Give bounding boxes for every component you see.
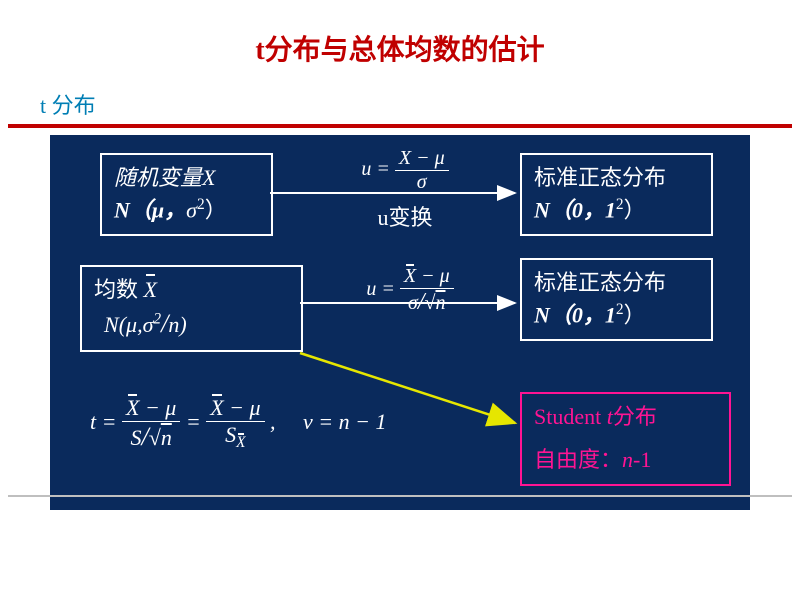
label: = — [381, 278, 395, 300]
label: 分布 — [613, 404, 657, 429]
label: = — [376, 158, 390, 180]
label: √ — [425, 292, 436, 314]
xbar-symbol: X — [236, 434, 245, 452]
label: ( — [119, 312, 126, 337]
label: 标准正态分布 — [534, 268, 699, 299]
label: − μ — [224, 395, 261, 420]
label: σ — [186, 197, 197, 222]
label: n — [436, 292, 446, 314]
label: / — [418, 289, 425, 315]
label: ) — [179, 312, 186, 337]
label: N — [104, 312, 119, 337]
section-subtitle: t 分布 — [0, 88, 800, 120]
label: 标准正态分布 — [534, 163, 699, 194]
diagram-panel: 随机变量X N（μ，σ2） 均数 X N(μ,σ2/n) 标准正态分布 N（0，… — [50, 135, 750, 510]
page-title: t分布与总体均数的估计 — [0, 0, 800, 68]
label: = — [102, 409, 117, 434]
divider-red — [8, 124, 792, 128]
label: , — [270, 409, 276, 434]
box-random-variable: 随机变量X N（μ，σ2） — [100, 153, 273, 236]
label: 2 — [616, 301, 624, 318]
xbar-symbol: X — [126, 395, 139, 421]
label: -1 — [633, 447, 651, 472]
label: N（0，1 — [534, 197, 616, 222]
label: S — [131, 425, 142, 450]
label: / — [142, 422, 149, 451]
label: N（μ， — [114, 197, 186, 222]
box-standard-normal-2: 标准正态分布 N（0，12） — [520, 258, 713, 341]
label: 自由度： — [534, 447, 622, 472]
label: n — [161, 425, 172, 450]
label: = — [186, 409, 201, 434]
label: t — [90, 409, 96, 434]
label: √ — [149, 425, 161, 450]
label: 随机变量X — [114, 165, 215, 190]
label: ） — [205, 197, 227, 222]
label: σ — [408, 292, 418, 314]
xbar-symbol: X — [404, 265, 416, 288]
label: N（0，1 — [534, 302, 616, 327]
label: − μ — [416, 265, 450, 287]
formula-u-transform: u = X − μ σ u变换 — [320, 147, 490, 232]
label: μ — [126, 312, 137, 337]
label: u — [366, 278, 376, 300]
label: σ — [395, 171, 449, 194]
label: u变换 — [320, 200, 490, 232]
label: σ — [143, 312, 154, 337]
xbar-symbol: X — [144, 275, 157, 306]
box-sample-mean: 均数 X N(μ,σ2/n) — [80, 265, 303, 352]
label: Student — [534, 404, 607, 429]
label: 均数 — [94, 277, 144, 302]
box-standard-normal-1: 标准正态分布 N（0，12） — [520, 153, 713, 236]
label: S — [225, 422, 236, 447]
label: ） — [624, 302, 646, 327]
label: − μ — [139, 395, 176, 420]
divider-grey — [8, 495, 792, 497]
label: u — [361, 158, 371, 180]
label: 2 — [197, 196, 205, 213]
xbar-symbol: X — [210, 395, 223, 421]
label: X − μ — [395, 147, 449, 171]
label: v — [303, 409, 313, 434]
formula-u-xbar: u = X − μ σ/√n — [330, 265, 490, 316]
box-student-t: Student t分布 自由度：n-1 — [520, 392, 731, 486]
label: 2 — [153, 310, 161, 327]
label: 2 — [616, 196, 624, 213]
label: n − 1 — [339, 409, 387, 434]
label: n — [622, 447, 633, 472]
formula-t-statistic: t = X − μ S/√n = X − μ SX , v = n − 1 — [90, 395, 510, 452]
label: ） — [624, 197, 646, 222]
label: = — [318, 409, 333, 434]
label: n — [168, 312, 179, 337]
